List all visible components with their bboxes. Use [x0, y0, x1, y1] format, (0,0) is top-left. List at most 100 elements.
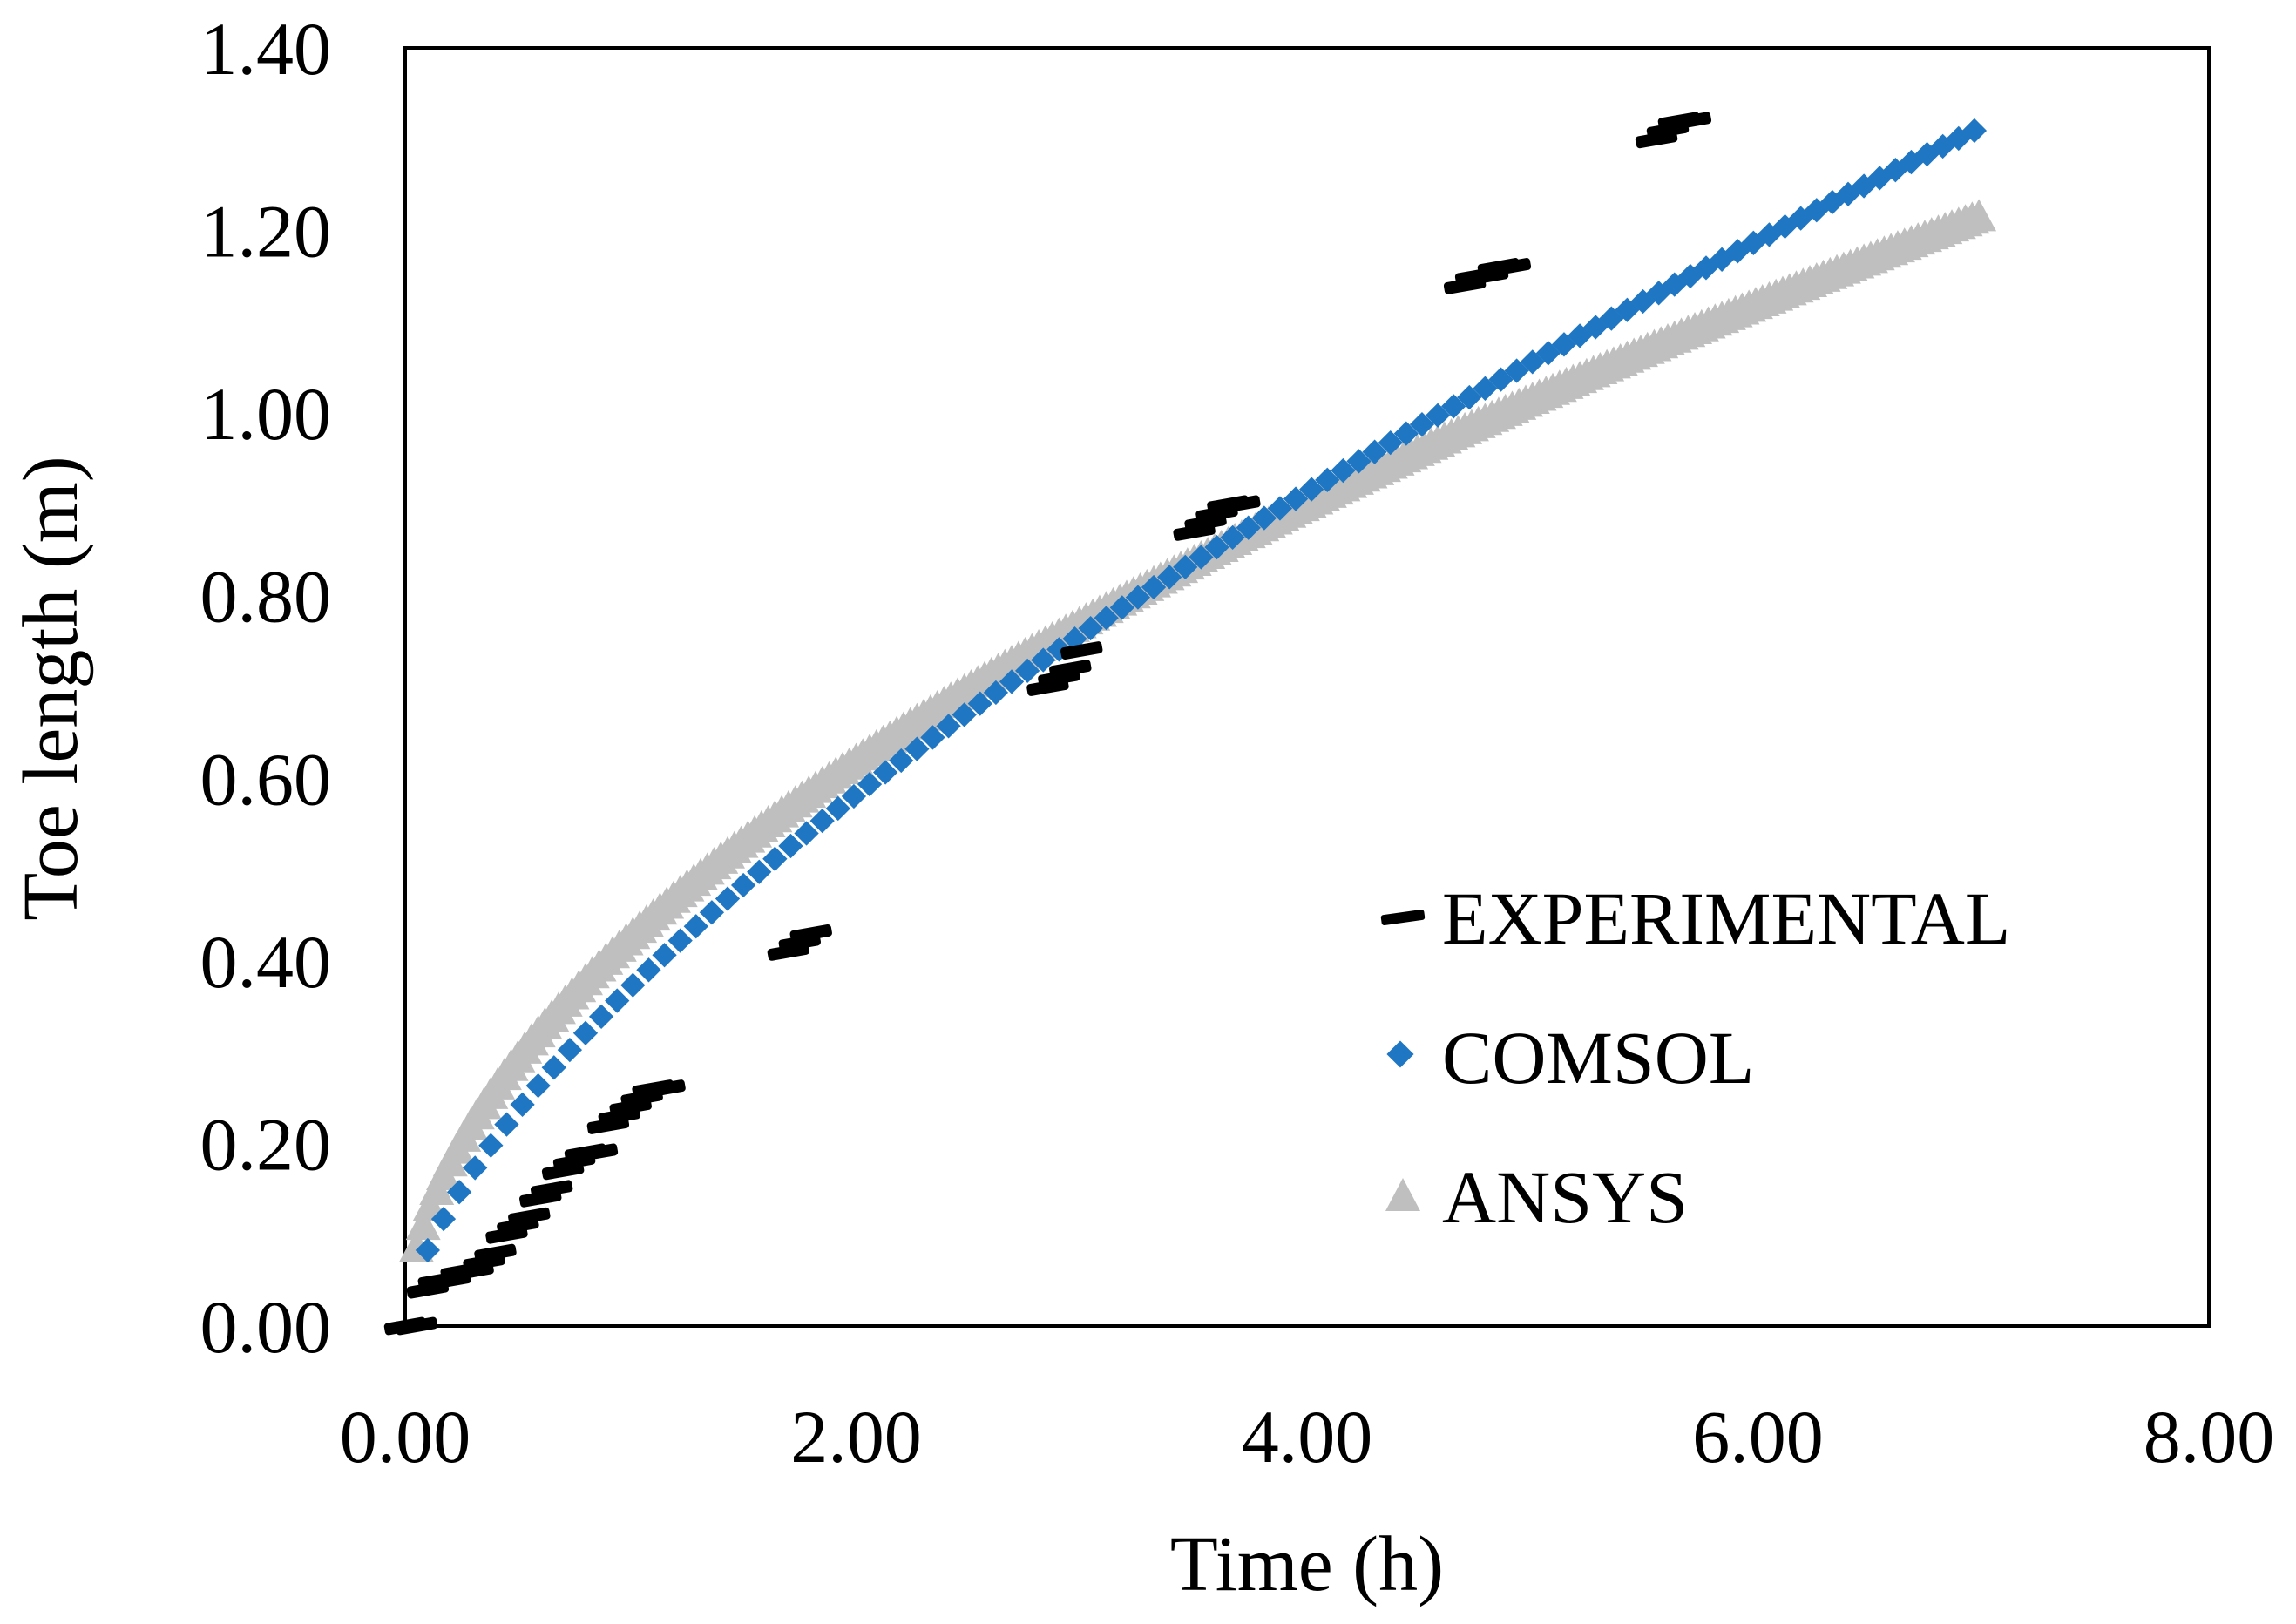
comsol-point [1473, 376, 1498, 401]
y-axis-title: Toe length (m) [8, 456, 94, 921]
comsol-point [683, 914, 708, 939]
legend-item-ansys: ANSYS [1385, 1155, 1688, 1239]
experimental-point [1060, 641, 1103, 660]
comsol-point [605, 988, 630, 1013]
comsol-point [1204, 534, 1229, 560]
x-tick-label: 6.00 [1692, 1395, 1824, 1479]
x-tick-label: 2.00 [790, 1395, 922, 1479]
legend-marker-ansys [1385, 1178, 1420, 1211]
legend-item-comsol: COMSOL [1386, 1016, 1754, 1100]
comsol-point [872, 760, 898, 785]
comsol-point [1393, 421, 1419, 446]
comsol-point [967, 691, 992, 716]
comsol-point [857, 772, 883, 797]
comsol-point [541, 1055, 566, 1080]
comsol-point [1378, 430, 1403, 456]
comsol-point [747, 859, 772, 884]
comsol-point [1409, 411, 1435, 437]
comsol-point [825, 795, 850, 822]
comsol-point [1141, 574, 1167, 600]
legend-label-experimental: EXPERIMENTAL [1442, 876, 2010, 960]
comsol-point [1236, 515, 1261, 540]
comsol-point [652, 943, 677, 968]
comsol-point [1315, 467, 1340, 492]
legend-marker-experimental [1380, 909, 1426, 926]
comsol-point [525, 1073, 551, 1099]
comsol-point [494, 1112, 519, 1137]
comsol-point [794, 821, 819, 846]
comsol-point [478, 1133, 504, 1158]
comsol-point [1362, 439, 1387, 464]
comsol-point [667, 928, 693, 953]
series-layer [383, 112, 1997, 1336]
comsol-point [636, 957, 661, 983]
y-tick-label: 1.00 [200, 372, 332, 456]
ansys-point [1961, 199, 1997, 232]
comsol-point [463, 1155, 488, 1181]
comsol-point [430, 1206, 457, 1232]
y-tick-label: 0.80 [200, 555, 332, 639]
x-axis-ticks: 0.00 2.00 4.00 6.00 8.00 [340, 1395, 2275, 1479]
comsol-point [715, 886, 741, 911]
legend-label-ansys: ANSYS [1442, 1155, 1688, 1239]
comsol-point [889, 748, 914, 774]
comsol-point [920, 725, 945, 750]
comsol-point [1457, 384, 1482, 410]
comsol-point [1015, 658, 1040, 684]
comsol-point [557, 1038, 583, 1063]
comsol-point [1173, 554, 1198, 580]
x-axis-title: Time (h) [1170, 1521, 1444, 1607]
comsol-point [588, 1004, 614, 1030]
experimental-point [1669, 112, 1712, 131]
comsol-point [1031, 647, 1056, 673]
series-ansys [398, 199, 1997, 1262]
comsol-point [1094, 606, 1119, 631]
comsol-point [936, 714, 961, 739]
experimental-point [789, 924, 832, 943]
series-comsol [415, 118, 1988, 1263]
legend: EXPERIMENTAL COMSOL ANSYS [1380, 876, 2010, 1239]
experimental-point [474, 1243, 517, 1262]
comsol-point [983, 680, 1009, 706]
comsol-point [446, 1180, 472, 1205]
y-axis-ticks: 0.00 0.20 0.40 0.60 0.80 1.00 1.20 1.40 [200, 7, 332, 1369]
comsol-point [1425, 403, 1451, 428]
experimental-point [643, 1079, 686, 1098]
comsol-point [510, 1092, 535, 1117]
comsol-point [699, 900, 725, 925]
comsol-point [1961, 118, 1988, 144]
series-experimental [383, 112, 1712, 1336]
comsol-point [1078, 616, 1103, 641]
experimental-point [508, 1207, 551, 1226]
comsol-point [1189, 545, 1214, 570]
y-tick-label: 1.20 [200, 190, 332, 274]
comsol-point [415, 1237, 441, 1263]
comsol-point [1251, 505, 1277, 531]
comsol-point [762, 846, 788, 871]
experimental-point [1049, 660, 1092, 678]
comsol-point [1299, 477, 1324, 502]
comsol-point [1125, 585, 1151, 610]
y-tick-label: 0.60 [200, 737, 332, 821]
comsol-point [841, 783, 867, 809]
experimental-point [530, 1180, 573, 1199]
experimental-point [1488, 258, 1532, 276]
comsol-point [809, 808, 835, 834]
y-tick-label: 0.00 [200, 1285, 332, 1369]
comsol-point [730, 872, 756, 898]
comsol-point [1220, 524, 1245, 551]
comsol-point [999, 669, 1025, 694]
x-tick-label: 4.00 [1242, 1395, 1373, 1479]
y-tick-label: 0.40 [200, 920, 332, 1004]
comsol-point [778, 833, 803, 859]
comsol-point [620, 972, 646, 998]
ansys-point [405, 1208, 441, 1241]
comsol-point [952, 702, 977, 727]
comsol-point [572, 1020, 599, 1045]
y-tick-label: 0.20 [200, 1102, 332, 1186]
comsol-point [1441, 394, 1466, 419]
comsol-point [1283, 486, 1309, 511]
comsol-point [1157, 565, 1182, 590]
x-tick-label: 8.00 [2144, 1395, 2275, 1479]
